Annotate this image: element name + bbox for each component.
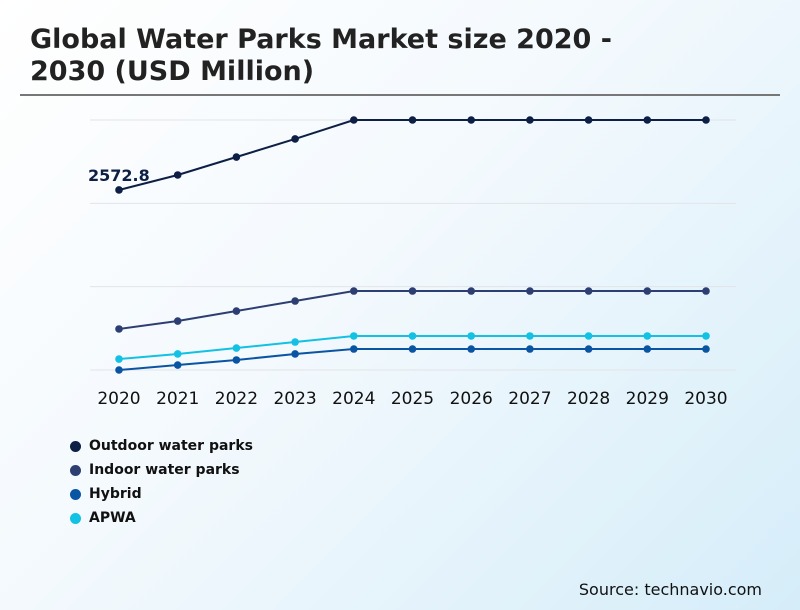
legend-label: Indoor water parks [89, 462, 240, 478]
data-point [115, 325, 123, 333]
data-point [173, 350, 182, 358]
chart-title: Global Water Parks Market size 2020 - 20… [30, 24, 612, 87]
x-tick-label: 2029 [626, 389, 669, 409]
data-point [115, 355, 123, 363]
legend-label: Outdoor water parks [89, 438, 253, 454]
data-point [643, 116, 652, 124]
x-tick-label: 2030 [684, 389, 727, 409]
data-point [350, 332, 358, 340]
legend-marker-icon [70, 440, 81, 452]
data-point [115, 186, 123, 194]
data-point [232, 153, 241, 161]
legend-marker-icon [70, 464, 81, 476]
data-point [526, 332, 534, 340]
legend-marker-icon [70, 488, 81, 500]
legend-item: APWA [70, 506, 253, 530]
data-point [350, 345, 358, 353]
data-point [115, 366, 123, 374]
source-text: Source: technavio.com [578, 580, 762, 599]
data-point [408, 345, 417, 353]
data-point [584, 287, 593, 295]
legend-item: Outdoor water parks [70, 434, 253, 458]
data-point [467, 287, 476, 295]
data-point [467, 332, 476, 340]
data-point [584, 345, 593, 353]
data-point [173, 361, 182, 369]
data-point [526, 287, 534, 295]
data-point [702, 116, 710, 124]
x-tick-label: 2023 [273, 389, 316, 409]
data-point [232, 344, 241, 352]
legend-item: Indoor water parks [70, 458, 253, 482]
data-point [408, 332, 417, 340]
x-tick-label: 2026 [450, 389, 493, 409]
data-point [526, 116, 534, 124]
data-point [291, 297, 299, 305]
x-tick-label: 2021 [156, 389, 199, 409]
data-point [702, 332, 710, 340]
data-point [702, 287, 710, 295]
data-point [702, 345, 710, 353]
legend-item: Hybrid [70, 482, 253, 506]
title-divider [20, 94, 780, 96]
data-label: 2572.8 [88, 166, 150, 185]
x-tick-label: 2025 [391, 389, 434, 409]
data-point [291, 338, 299, 346]
data-point [526, 345, 534, 353]
legend-label: APWA [89, 510, 136, 526]
data-point [643, 345, 652, 353]
data-point [467, 116, 476, 124]
legend-label: Hybrid [89, 486, 142, 502]
data-point [350, 287, 358, 295]
data-point [408, 287, 417, 295]
legend-marker-icon [70, 512, 81, 524]
data-point [467, 345, 476, 353]
data-point [584, 116, 593, 124]
x-tick-label: 2027 [508, 389, 551, 409]
x-tick-label: 2022 [215, 389, 258, 409]
data-point [291, 135, 299, 143]
data-point [173, 317, 182, 325]
data-point [643, 287, 652, 295]
data-point [232, 307, 241, 315]
x-tick-label: 2024 [332, 389, 375, 409]
data-point [350, 116, 358, 124]
data-point [408, 116, 417, 124]
x-tick-label: 2020 [97, 389, 140, 409]
data-point [643, 332, 652, 340]
legend: Outdoor water parks Indoor water parks Hyb… [70, 434, 253, 530]
x-tick-label: 2028 [567, 389, 610, 409]
data-point [291, 350, 299, 358]
series-line [118, 119, 706, 191]
data-point [173, 171, 182, 179]
series-line [118, 290, 706, 330]
data-point [584, 332, 593, 340]
data-point [232, 356, 241, 364]
